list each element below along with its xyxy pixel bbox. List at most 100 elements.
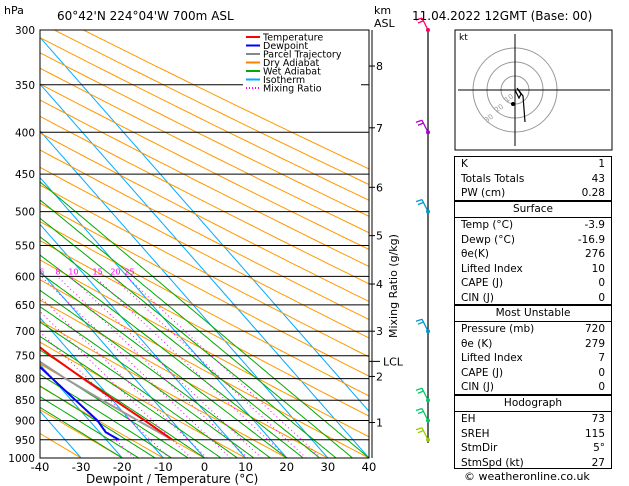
table-row-value: 279: [584, 337, 605, 350]
isotherm-line: [40, 130, 329, 458]
dry-adiabat-line: [40, 320, 288, 458]
table-row-value: 0: [598, 366, 605, 379]
mixing-ratio-label: 25: [124, 267, 134, 276]
table-row-label: CIN (J): [461, 291, 494, 304]
table-row-label: Lifted Index: [461, 262, 523, 275]
mixing-ratio-label: 20: [110, 267, 120, 276]
wet-adiabat-line: [40, 306, 255, 458]
datetime-label: 11.04.2022 12GMT (Base: 00): [412, 9, 592, 23]
plot-frame: [39, 29, 370, 459]
mixing-ratio-line: [56, 276, 249, 458]
pressure-tick-label: 600: [15, 271, 35, 283]
legend-item-label: Dewpoint: [263, 41, 308, 52]
hodograph-trace: [514, 87, 526, 123]
hpa-label: hPa: [4, 4, 24, 17]
km-tick-label: 6: [376, 181, 383, 194]
table-row: Totals Totals 43: [455, 172, 611, 187]
isotherm-line: [40, 176, 288, 458]
mixing-ratio-label: 15: [93, 267, 103, 276]
isotherm-line: [40, 36, 369, 413]
dry-adiabat-line: [54, 30, 369, 186]
table-row: Dewp (°C) -16.9: [455, 233, 611, 248]
table-row-value: -3.9: [584, 219, 606, 231]
wind-barb: [415, 17, 430, 32]
table-row-value: 10: [591, 262, 605, 275]
mixing-ratio-label: 3: [2, 267, 7, 276]
isotherm-line: [40, 317, 164, 458]
pressure-tick-label: 550: [15, 240, 35, 252]
hodograph-storm-motion: [511, 102, 515, 106]
table-row-value: 43: [591, 172, 605, 185]
table-row: CIN (J) 0: [455, 291, 611, 306]
temperature-tick-label: -30: [72, 460, 91, 474]
wet-adiabat-line: [40, 321, 238, 458]
wind-barb: [415, 318, 430, 334]
table-row-value: 276: [584, 248, 605, 261]
table-row-label: θe (K): [461, 337, 493, 350]
table-row-value: 0: [598, 291, 605, 304]
table-row-value: 7: [598, 352, 605, 365]
table-row-value: 27: [591, 456, 605, 469]
legend-item-label: Dry Adiabat: [263, 58, 320, 69]
pressure-tick-label: 700: [15, 326, 35, 338]
table-row-label: θe(K): [461, 248, 489, 261]
km-tick-label: 8: [376, 60, 383, 73]
legend-item-label: Wet Adiabat: [263, 67, 321, 78]
dry-adiabat-line: [40, 259, 369, 438]
dry-adiabat-line: [40, 132, 369, 303]
pressure-tick-label: 450: [15, 169, 35, 181]
copyright-footer: © weatheronline.co.uk: [464, 470, 590, 483]
indices-table: K 1 Totals Totals 43 PW (cm) 0.28: [454, 156, 612, 201]
table-header: Surface: [455, 202, 611, 218]
dry-adiabat-line: [40, 409, 123, 458]
pressure-tick-label: 1000: [8, 453, 35, 465]
isotherm-line: [40, 223, 246, 458]
wet-adiabat-line: [40, 335, 222, 458]
table-row: SREH 115: [455, 427, 611, 442]
table-row-label: StmDir: [461, 442, 498, 455]
temperature-tick-label: -40: [31, 460, 50, 474]
table-row-label: Dewp (°C): [461, 233, 515, 246]
table-row: Lifted Index 7: [455, 351, 611, 366]
mixing-ratio-label: 8: [55, 267, 60, 276]
isotherm-line: [40, 83, 369, 458]
mixing-ratio-label: 6: [39, 267, 44, 276]
km-tick-label: 2: [376, 370, 383, 383]
hodograph-ring-label: 10: [503, 93, 515, 105]
km-tick-label: 1: [376, 417, 383, 430]
wet-adiabat-line: [40, 406, 123, 458]
table-row: EH 73: [455, 412, 611, 427]
hodograph-ring-label: 20: [493, 103, 505, 115]
pressure-tick-label: 500: [15, 207, 35, 219]
table-row-label: CAPE (J): [461, 366, 504, 379]
wet-adiabat-line: [40, 385, 156, 458]
station-title: 60°42'N 224°04'W 700m ASL: [57, 9, 234, 23]
dry-adiabat-line: [40, 83, 369, 250]
table-row-value: 0: [598, 381, 605, 394]
table-row-label: CAPE (J): [461, 277, 504, 290]
pressure-tick-label: 850: [15, 395, 35, 407]
wind-barb: [415, 407, 430, 423]
temperature-tick-label: -10: [154, 460, 173, 474]
table-row-label: Temp (°C): [461, 219, 514, 231]
table-row-label: K: [461, 158, 468, 170]
table-row: Pressure (mb) 720: [455, 322, 611, 337]
table-row: StmDir 5°: [455, 441, 611, 456]
table-row: θe (K) 279: [455, 337, 611, 352]
table-row-label: SREH: [461, 427, 490, 440]
pressure-tick-label: 900: [15, 416, 35, 428]
km-tick-label: 3: [376, 325, 383, 338]
wet-adiabat-line: [40, 272, 288, 458]
wind-barb: [415, 427, 430, 442]
table-row-value: -16.9: [577, 233, 605, 246]
table-header: Most Unstable: [455, 306, 611, 322]
legend-item-label: Parcel Trajectory: [263, 50, 342, 61]
table-row-value: 0: [598, 277, 605, 290]
legend-item-label: Temperature: [262, 33, 323, 44]
km-tick-label: 5: [376, 230, 383, 243]
table-row: CAPE (J) 0: [455, 276, 611, 291]
wind-barb: [415, 387, 430, 403]
